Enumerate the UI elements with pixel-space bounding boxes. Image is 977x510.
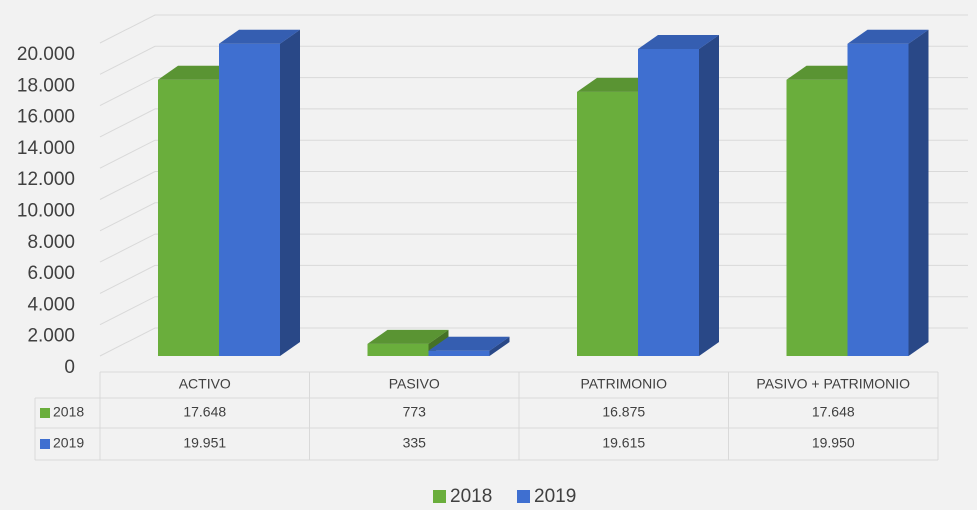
table-cell: 335 bbox=[403, 435, 427, 451]
table-header: PASIVO bbox=[389, 376, 440, 392]
legend-key bbox=[433, 490, 446, 503]
legend-label: 2019 bbox=[534, 486, 576, 507]
y-tick-label: 0 bbox=[64, 357, 75, 378]
table-cell: 773 bbox=[403, 404, 427, 420]
bar bbox=[428, 336, 510, 356]
y-tick-label: 18.000 bbox=[17, 75, 75, 96]
y-tick-label: 4.000 bbox=[27, 294, 75, 315]
table-cell: 16.875 bbox=[602, 404, 645, 420]
table-row-label: 2018 bbox=[53, 404, 84, 420]
bar bbox=[219, 29, 300, 357]
table-cell: 17.648 bbox=[183, 404, 226, 420]
table-cell: 17.648 bbox=[812, 404, 855, 420]
table-row-label: 2019 bbox=[53, 435, 84, 451]
table-cell: 19.951 bbox=[183, 435, 226, 451]
y-tick-label: 12.000 bbox=[17, 169, 75, 190]
table-cell: 19.950 bbox=[812, 435, 855, 451]
y-tick-label: 20.000 bbox=[17, 44, 75, 65]
bar bbox=[847, 29, 929, 356]
y-tick-label: 14.000 bbox=[17, 138, 75, 159]
table-legend-key bbox=[40, 439, 50, 449]
y-tick-label: 16.000 bbox=[17, 107, 75, 128]
table-header: PATRIMONIO bbox=[580, 376, 667, 392]
y-tick-label: 10.000 bbox=[17, 201, 75, 222]
legend-label: 2018 bbox=[450, 486, 492, 507]
y-tick-label: 6.000 bbox=[27, 263, 75, 284]
table-cell: 19.615 bbox=[602, 435, 645, 451]
table-header: PASIVO + PATRIMONIO bbox=[756, 376, 910, 392]
table-header: ACTIVO bbox=[179, 376, 231, 392]
y-tick-label: 8.000 bbox=[27, 232, 75, 253]
table-legend-key bbox=[40, 408, 50, 418]
bar bbox=[638, 35, 719, 357]
legend-key bbox=[517, 490, 530, 503]
grid-line bbox=[99, 14, 968, 44]
y-tick-label: 2.000 bbox=[27, 326, 75, 347]
